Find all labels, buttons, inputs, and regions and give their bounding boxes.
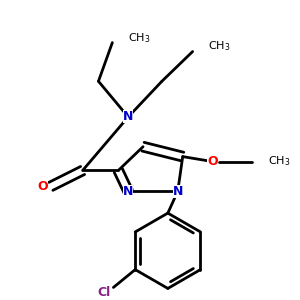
Text: CH$_3$: CH$_3$: [208, 40, 231, 53]
Text: O: O: [207, 155, 218, 168]
Text: CH$_3$: CH$_3$: [268, 155, 290, 169]
Text: CH$_3$: CH$_3$: [128, 31, 151, 45]
Text: N: N: [172, 185, 183, 198]
Text: Cl: Cl: [97, 286, 110, 299]
Text: O: O: [38, 180, 48, 193]
Text: N: N: [123, 110, 134, 124]
Text: N: N: [123, 185, 134, 198]
